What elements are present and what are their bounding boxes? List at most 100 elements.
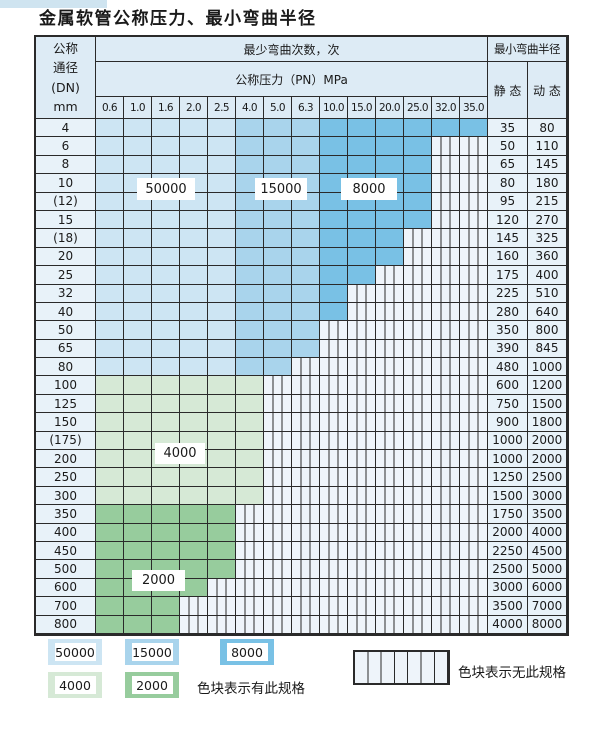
spec-cell — [96, 174, 124, 193]
no-spec-cell — [432, 486, 460, 506]
spec-cell — [208, 505, 236, 524]
spec-cell — [208, 376, 236, 395]
no-spec-cell — [208, 578, 236, 598]
dynamic-value-cell: 845 — [528, 339, 567, 359]
spec-cell — [432, 119, 460, 138]
dn-cell: (12) — [36, 192, 96, 211]
legend-swatch: 8000 — [220, 639, 274, 665]
dn-cell: 6 — [36, 137, 96, 156]
no-spec-cell — [404, 376, 432, 395]
no-spec-cell — [432, 358, 460, 377]
no-spec-cell — [404, 450, 432, 469]
spec-cell — [236, 302, 264, 322]
no-spec-cell — [460, 560, 488, 579]
spec-cell — [404, 119, 432, 138]
no-spec-cell — [236, 560, 264, 579]
no-spec-cell — [292, 505, 320, 524]
spec-cell — [320, 155, 348, 175]
no-spec-cell — [236, 505, 264, 524]
no-spec-cell — [320, 358, 348, 377]
spec-cell — [96, 560, 124, 579]
no-spec-cell — [376, 597, 404, 616]
spec-cell — [208, 321, 236, 340]
no-spec-cell — [376, 450, 404, 469]
no-spec-cell — [376, 266, 404, 285]
no-spec-cell — [460, 321, 488, 340]
spec-cell — [208, 468, 236, 487]
no-spec-cell — [460, 284, 488, 303]
spec-cell — [124, 119, 152, 138]
no-spec-cell — [376, 321, 404, 340]
spec-cell — [236, 247, 264, 267]
spec-table: 公称 通径 (DN) mm 最少弯曲次数，次 最小弯曲半径 公称压力（PN）MP… — [34, 35, 569, 636]
spec-cell — [96, 413, 124, 432]
spec-cell — [180, 376, 208, 395]
spec-cell — [292, 339, 320, 359]
dynamic-value-cell: 325 — [528, 229, 567, 248]
no-spec-cell — [432, 597, 460, 616]
spec-cell — [124, 339, 152, 359]
spec-cell — [180, 229, 208, 248]
spec-cell — [208, 284, 236, 303]
no-spec-cell — [348, 431, 376, 451]
spec-cell — [96, 247, 124, 267]
dynamic-value-cell: 640 — [528, 302, 567, 322]
pressure-tick-cell: 20.0 — [376, 97, 404, 119]
no-spec-cell — [376, 302, 404, 322]
spec-cell — [124, 284, 152, 303]
spec-cell — [208, 210, 236, 230]
spec-cell — [180, 302, 208, 322]
dn-cell: 4 — [36, 119, 96, 138]
no-spec-cell — [208, 597, 236, 616]
dn-cell: 50 — [36, 321, 96, 340]
no-spec-cell — [432, 505, 460, 524]
spec-cell — [124, 486, 152, 506]
spec-cell — [152, 615, 180, 634]
spec-cell — [180, 486, 208, 506]
static-value-cell: 600 — [488, 376, 528, 395]
static-value-cell: 1000 — [488, 431, 528, 451]
no-spec-cell — [376, 505, 404, 524]
pressure-tick-cell: 0.6 — [96, 97, 124, 119]
no-spec-cell — [292, 560, 320, 579]
no-spec-cell — [376, 413, 404, 432]
dn-cell: 400 — [36, 523, 96, 542]
spec-cell — [180, 266, 208, 285]
no-spec-cell — [320, 413, 348, 432]
spec-cell — [236, 339, 264, 359]
no-spec-cell — [432, 302, 460, 322]
no-spec-cell — [404, 413, 432, 432]
no-spec-cell — [460, 174, 488, 193]
dynamic-value-cell: 800 — [528, 321, 567, 340]
no-spec-cell — [292, 615, 320, 634]
no-spec-cell — [236, 541, 264, 561]
pressure-tick-cell: 32.0 — [432, 97, 460, 119]
spec-cell — [236, 431, 264, 451]
no-spec-cell — [432, 247, 460, 267]
dn-cell: 20 — [36, 247, 96, 267]
no-spec-cell — [404, 560, 432, 579]
spec-cell — [292, 247, 320, 267]
no-spec-cell — [320, 321, 348, 340]
no-spec-cell — [432, 210, 460, 230]
dn-cell: 15 — [36, 210, 96, 230]
no-spec-cell — [404, 597, 432, 616]
dynamic-value-cell: 510 — [528, 284, 567, 303]
spec-cell — [180, 394, 208, 414]
spec-cell — [96, 541, 124, 561]
no-spec-cell — [320, 394, 348, 414]
no-spec-cell — [432, 578, 460, 598]
spec-cell — [264, 321, 292, 340]
no-spec-cell — [460, 247, 488, 267]
spec-cell — [180, 321, 208, 340]
no-spec-cell — [404, 431, 432, 451]
spec-cell — [152, 229, 180, 248]
dynamic-value-cell: 4500 — [528, 541, 567, 561]
pressure-header-cell: 公称压力（PN）MPa — [96, 62, 488, 97]
dn-header-line: (DN) — [51, 79, 80, 95]
no-spec-cell — [376, 615, 404, 634]
spec-cell — [96, 578, 124, 598]
dn-header-line: mm — [53, 98, 78, 114]
spec-cell — [208, 137, 236, 156]
spec-cell — [208, 247, 236, 267]
